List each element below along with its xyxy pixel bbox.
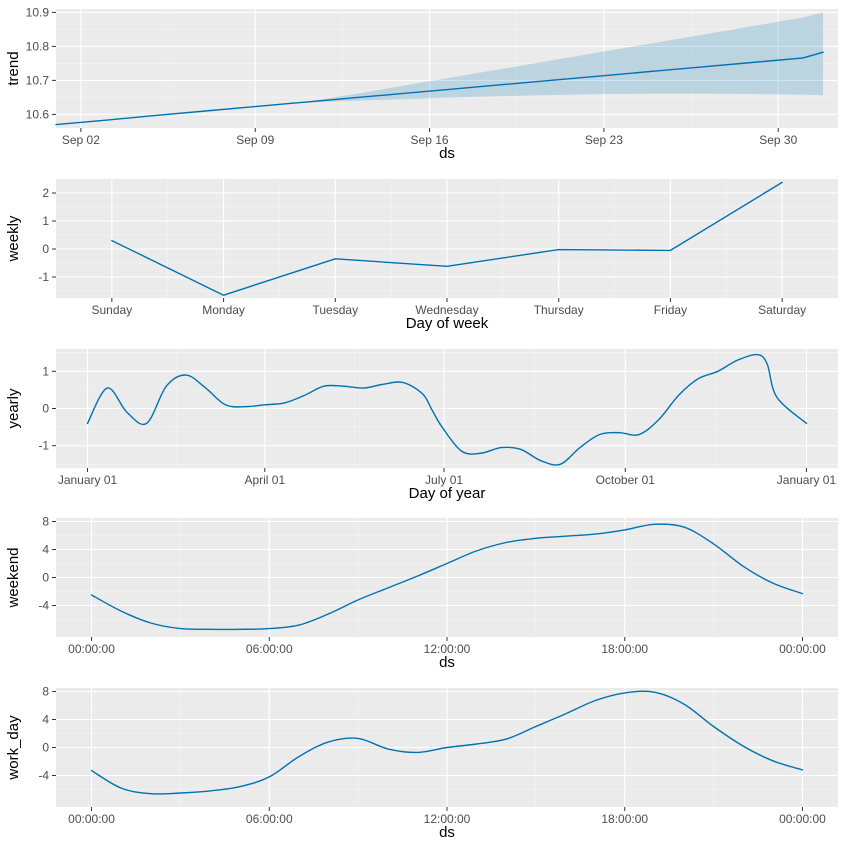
work_day-x-tick-label: 12:00:00 [424,812,471,826]
weekly-x-tick-label: Thursday [534,303,584,317]
trend-uncertainty-band [292,12,824,104]
weekend-x-tick-label: 12:00:00 [424,642,471,656]
trend-x-tick-label: Sep 09 [236,133,274,147]
work_day-y-tick-label: 0 [42,741,49,755]
work_day-x-tick-label: 00:00:00 [779,812,826,826]
yearly-y-axis-title: yearly [5,388,22,429]
trend-y-tick-label: 10.7 [26,73,50,87]
weekend-series-line [90,523,804,631]
weekend-x-tick-label: 06:00:00 [246,642,293,656]
weekly-x-tick-label: Friday [654,303,687,317]
weekly-series-line [111,181,783,296]
work_day-y-tick-label: -4 [38,769,49,783]
weekend-x-tick-label: 00:00:00 [68,642,115,656]
chart-weekend: 00:00:00 06:00:00 12:00:00 18:00:00 00:00:00… [5,515,838,671]
weekly-y-tick-label: 1 [42,214,49,228]
yearly-x-tick-label: October 01 [596,473,656,487]
work_day-x-axis-title: ds [439,824,455,841]
yearly-x-tick-label: April 01 [244,473,285,487]
weekly-x-tick-label: Monday [202,303,245,317]
weekly-y-tick-label: 2 [42,186,49,200]
weekly-x-axis-title: Day of week [406,315,489,332]
weekly-y-tick-label: -1 [38,270,49,284]
yearly-x-axis-title: Day of year [409,485,486,502]
chart-trend: Sep 02 Sep 09 Sep 16 Sep 23 Sep 30 10.6 10.7 10… [5,5,838,162]
weekend-y-tick-label: 0 [42,571,49,585]
weekly-x-tick-label: Wednesday [415,303,478,317]
trend-series-line [55,51,824,126]
yearly-series-line [86,353,808,466]
weekend-y-tick-label: 8 [42,515,49,529]
weekend-y-axis-title: weekend [5,547,22,608]
yearly-y-tick-label: -1 [38,439,49,453]
weekend-x-tick-label: 18:00:00 [601,642,648,656]
trend-x-axis-title: ds [439,145,455,162]
weekend-y-tick-label: -4 [38,599,49,613]
weekly-y-axis-title: weekly [5,215,22,262]
yearly-x-tick-label: January 01 [58,473,118,487]
yearly-x-tick-label: July 01 [425,473,463,487]
weekly-x-tick-label: Sunday [92,303,133,317]
weekly-x-tick-label: Tuesday [312,303,358,317]
trend-x-tick-label: Sep 23 [585,133,623,147]
work_day-y-tick-label: 8 [42,685,49,699]
chart-work_day: 00:00:00 06:00:00 12:00:00 18:00:00 00:00:00… [5,685,838,841]
work_day-x-tick-label: 18:00:00 [601,812,648,826]
trend-x-tick-label: Sep 16 [411,133,449,147]
work_day-x-tick-label: 00:00:00 [68,812,115,826]
trend-x-tick-label: Sep 02 [62,133,100,147]
yearly-x-tick-label: January 01 [777,473,837,487]
weekend-y-tick-label: 4 [42,543,49,557]
trend-y-tick-label: 10.8 [26,39,50,53]
work_day-y-tick-label: 4 [42,713,49,727]
trend-panel-background [56,9,838,128]
work_day-y-axis-title: work_day [5,715,22,781]
weekly-y-tick-label: 0 [42,242,49,256]
trend-y-axis-title: trend [5,51,22,85]
trend-x-tick-label: Sep 30 [759,133,797,147]
chart-yearly: January 01 April 01 July 01 October 01 Janua… [5,349,838,502]
work_day-x-tick-label: 06:00:00 [246,812,293,826]
weekend-x-axis-title: ds [439,654,455,671]
trend-y-tick-label: 10.6 [26,107,50,121]
yearly-y-tick-label: 0 [42,402,49,416]
chart-weekly: Sunday Monday Tuesday Wednesday Thursday Frid… [5,179,838,332]
trend-y-tick-label: 10.9 [26,5,50,19]
yearly-y-tick-label: 1 [42,364,49,378]
weekend-x-tick-label: 00:00:00 [779,642,826,656]
weekly-x-tick-label: Saturday [758,303,806,317]
work_day-series-line [90,690,804,795]
